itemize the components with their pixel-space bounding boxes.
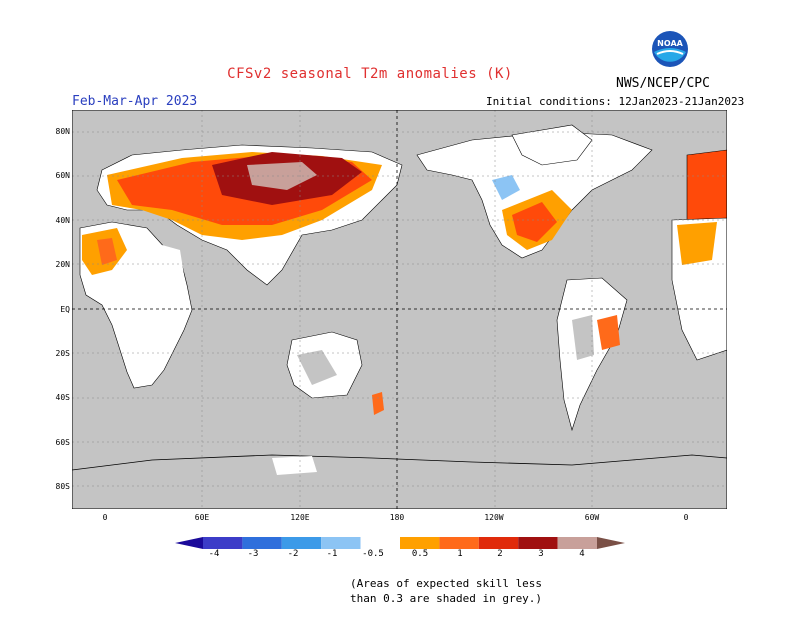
lon-label: 120W	[484, 513, 504, 522]
map-title: CFSv2 seasonal T2m anomalies (K)	[227, 66, 513, 82]
lat-label: 40N	[55, 216, 70, 225]
antarctica-landmass	[71, 454, 728, 510]
noaa-logo-icon: NOAA	[652, 31, 688, 67]
sahara-red	[97, 238, 117, 265]
lat-label: 40S	[55, 393, 70, 402]
lat-label: 60S	[55, 438, 70, 447]
lat-label: 20N	[55, 260, 70, 269]
lon-label: 60E	[194, 513, 210, 522]
greenland-landmass	[511, 124, 593, 166]
africa-east	[162, 245, 184, 280]
anomaly-map	[71, 109, 728, 510]
map-canvas	[71, 109, 728, 510]
lat-label: 60N	[55, 171, 70, 180]
colorbar-label: 0.5	[411, 549, 429, 559]
colorbar-cell	[203, 537, 243, 549]
colorbar-label: -0.5	[362, 549, 384, 559]
colorbar-label: -1	[326, 549, 338, 559]
colorbar-label: 3	[538, 549, 544, 559]
north-america-red	[512, 202, 557, 242]
colorbar-cell	[557, 537, 597, 549]
colorbar-cell	[439, 537, 479, 549]
colorbar-label: -2	[287, 549, 299, 559]
colorbar-label: 2	[497, 549, 503, 559]
colorbar-cell	[478, 537, 519, 549]
lat-label: 20S	[55, 349, 70, 358]
forecast-period: Feb-Mar-Apr 2023	[72, 94, 198, 109]
colorbar	[175, 537, 625, 549]
africa-east-edge-orange	[677, 222, 717, 265]
colorbar-cells	[203, 537, 597, 549]
south-america-grey	[572, 315, 594, 360]
nz-orange	[372, 392, 384, 415]
colorbar-cell	[360, 537, 400, 549]
lat-label: 80N	[55, 127, 70, 136]
colorbar-cell	[400, 537, 440, 549]
graticule	[72, 110, 727, 509]
lon-label: 0	[683, 513, 689, 522]
lat-label: EQ	[60, 305, 70, 314]
colorbar-cell	[242, 537, 282, 549]
skill-note-line: than 0.3 are shaded in grey.)	[350, 592, 543, 605]
antarctica-white	[272, 456, 317, 475]
skill-note-line: (Areas of expected skill less	[350, 577, 543, 590]
colorbar-cell	[518, 537, 558, 549]
colorbar-label: 4	[579, 549, 585, 559]
india-white	[252, 240, 277, 280]
colorbar-arrow-right	[597, 537, 625, 549]
colorbar-label: -3	[247, 549, 259, 559]
colorbar-cell	[281, 537, 322, 549]
north-america-blue	[492, 175, 520, 200]
lon-label: 0	[102, 513, 108, 522]
lon-label: 60W	[584, 513, 600, 522]
initial-conditions: Initial conditions: 12Jan2023-21Jan2023	[486, 95, 745, 108]
agency-label: NWS/NCEP/CPC	[616, 76, 710, 91]
colorbar-label: -4	[208, 549, 220, 559]
skill-note: (Areas of expected skill less than 0.3 a…	[350, 576, 542, 606]
colorbar-arrow-left	[175, 537, 203, 549]
logo-text: NOAA	[657, 39, 683, 48]
lat-label: 80S	[55, 482, 70, 491]
australia-grey	[297, 350, 337, 385]
colorbar-label: 1	[457, 549, 463, 559]
lon-label: 120E	[290, 513, 310, 522]
colorbar-cell	[321, 537, 361, 549]
lon-label: 180	[389, 513, 405, 522]
brazil-orange	[597, 315, 620, 350]
